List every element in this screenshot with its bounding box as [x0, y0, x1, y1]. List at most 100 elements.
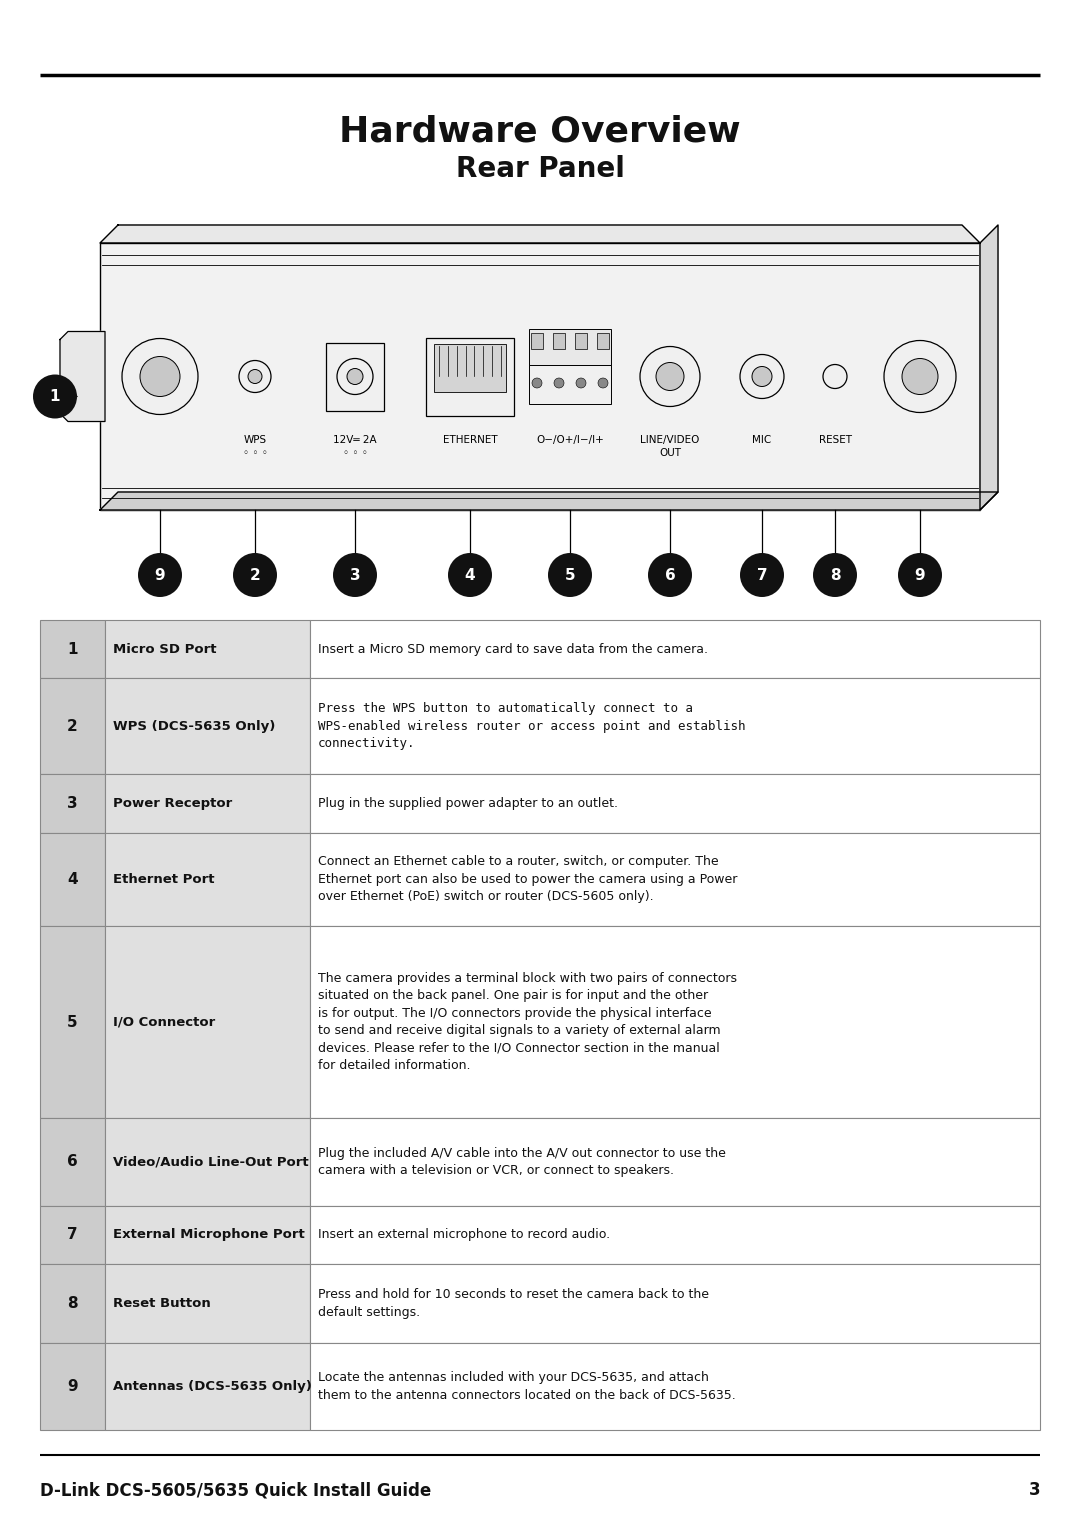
Polygon shape: [60, 331, 105, 421]
Circle shape: [138, 553, 183, 597]
Bar: [529, 328, 611, 365]
Text: 12V═ 2A
◦ ◦ ◦: 12V═ 2A ◦ ◦ ◦: [334, 435, 377, 458]
Bar: [310, 1205, 1040, 1265]
Text: 4: 4: [67, 872, 78, 886]
Text: 9: 9: [915, 567, 926, 582]
Bar: [40, 1265, 105, 1342]
Text: 1: 1: [67, 641, 78, 657]
Text: 6: 6: [664, 567, 675, 582]
Bar: [40, 1205, 105, 1265]
Polygon shape: [100, 225, 980, 243]
Text: Video/Audio Line-Out Port: Video/Audio Line-Out Port: [113, 1155, 309, 1169]
Bar: [310, 833, 1040, 926]
Text: Micro SD Port: Micro SD Port: [113, 643, 216, 655]
Text: 2: 2: [67, 719, 78, 734]
Text: 8: 8: [829, 567, 840, 582]
Bar: [553, 333, 565, 350]
Circle shape: [640, 347, 700, 406]
Text: Insert a Micro SD memory card to save data from the camera.: Insert a Micro SD memory card to save da…: [318, 643, 708, 655]
Bar: [310, 1119, 1040, 1205]
Bar: [310, 1342, 1040, 1430]
Text: WPS (DCS-5635 Only): WPS (DCS-5635 Only): [113, 720, 275, 733]
Text: The camera provides a terminal block with two pairs of connectors
situated on th: The camera provides a terminal block wit…: [318, 971, 737, 1072]
Text: Plug the included A/V cable into the A/V out connector to use the
camera with a : Plug the included A/V cable into the A/V…: [318, 1146, 726, 1176]
Bar: [40, 678, 105, 774]
Bar: [531, 333, 543, 350]
Bar: [40, 1342, 105, 1430]
Bar: [40, 1119, 105, 1205]
Circle shape: [740, 553, 784, 597]
Text: 3: 3: [1028, 1480, 1040, 1499]
Bar: [105, 926, 310, 1119]
Bar: [575, 333, 588, 350]
Bar: [105, 620, 310, 678]
Text: Press and hold for 10 seconds to reset the camera back to the
default settings.: Press and hold for 10 seconds to reset t…: [318, 1287, 708, 1318]
Circle shape: [902, 359, 939, 395]
Text: ETHERNET: ETHERNET: [443, 435, 497, 445]
Polygon shape: [980, 225, 998, 511]
Bar: [597, 333, 609, 350]
Text: WPS
◦ ◦ ◦: WPS ◦ ◦ ◦: [243, 435, 268, 458]
Bar: [426, 337, 514, 415]
Text: RESET: RESET: [819, 435, 851, 445]
Circle shape: [122, 339, 198, 415]
Circle shape: [248, 369, 262, 383]
Text: Plug in the supplied power adapter to an outlet.: Plug in the supplied power adapter to an…: [318, 796, 618, 810]
Circle shape: [347, 368, 363, 385]
Circle shape: [554, 378, 564, 388]
Text: Press the WPS button to automatically connect to a
WPS-enabled wireless router o: Press the WPS button to automatically co…: [318, 702, 745, 751]
Text: 9: 9: [154, 567, 165, 582]
Bar: [529, 365, 611, 404]
Bar: [105, 1119, 310, 1205]
Bar: [40, 833, 105, 926]
Circle shape: [813, 553, 858, 597]
Text: 7: 7: [67, 1227, 78, 1242]
Circle shape: [656, 362, 684, 391]
Text: I/O Connector: I/O Connector: [113, 1015, 215, 1029]
Text: D-Link DCS-5605/5635 Quick Install Guide: D-Link DCS-5605/5635 Quick Install Guide: [40, 1480, 431, 1499]
Text: 4: 4: [464, 567, 475, 582]
Text: Ethernet Port: Ethernet Port: [113, 872, 215, 886]
Text: LINE/VIDEO
OUT: LINE/VIDEO OUT: [640, 435, 700, 458]
Circle shape: [752, 366, 772, 386]
Bar: [310, 620, 1040, 678]
Bar: [310, 774, 1040, 833]
Text: 7: 7: [757, 567, 767, 582]
Circle shape: [233, 553, 276, 597]
Text: 2: 2: [249, 567, 260, 582]
Circle shape: [532, 378, 542, 388]
Circle shape: [823, 365, 847, 389]
Circle shape: [740, 354, 784, 398]
Bar: [310, 678, 1040, 774]
Circle shape: [598, 378, 608, 388]
Circle shape: [448, 553, 492, 597]
Text: O−/O+/I−/I+: O−/O+/I−/I+: [536, 435, 604, 445]
Circle shape: [239, 360, 271, 392]
Bar: [105, 1342, 310, 1430]
Text: Insert an external microphone to record audio.: Insert an external microphone to record …: [318, 1228, 610, 1242]
Bar: [105, 774, 310, 833]
Text: 6: 6: [67, 1155, 78, 1169]
Bar: [310, 926, 1040, 1119]
Bar: [40, 774, 105, 833]
Circle shape: [33, 374, 77, 418]
Text: External Microphone Port: External Microphone Port: [113, 1228, 305, 1242]
Text: 5: 5: [565, 567, 576, 582]
Text: Hardware Overview: Hardware Overview: [339, 116, 741, 149]
Polygon shape: [100, 492, 998, 511]
Text: 1: 1: [50, 389, 60, 404]
Text: Connect an Ethernet cable to a router, switch, or computer. The
Ethernet port ca: Connect an Ethernet cable to a router, s…: [318, 856, 738, 903]
Bar: [40, 620, 105, 678]
Text: Power Receptor: Power Receptor: [113, 796, 232, 810]
Bar: [105, 678, 310, 774]
Text: Locate the antennas included with your DCS-5635, and attach
them to the antenna : Locate the antennas included with your D…: [318, 1371, 735, 1401]
Text: 3: 3: [350, 567, 361, 582]
Bar: [434, 344, 507, 392]
Bar: [40, 926, 105, 1119]
Text: Antennas (DCS-5635 Only): Antennas (DCS-5635 Only): [113, 1380, 312, 1392]
Circle shape: [140, 357, 180, 397]
Circle shape: [885, 340, 956, 412]
Bar: [100, 243, 980, 511]
Text: 3: 3: [67, 796, 78, 812]
Circle shape: [333, 553, 377, 597]
